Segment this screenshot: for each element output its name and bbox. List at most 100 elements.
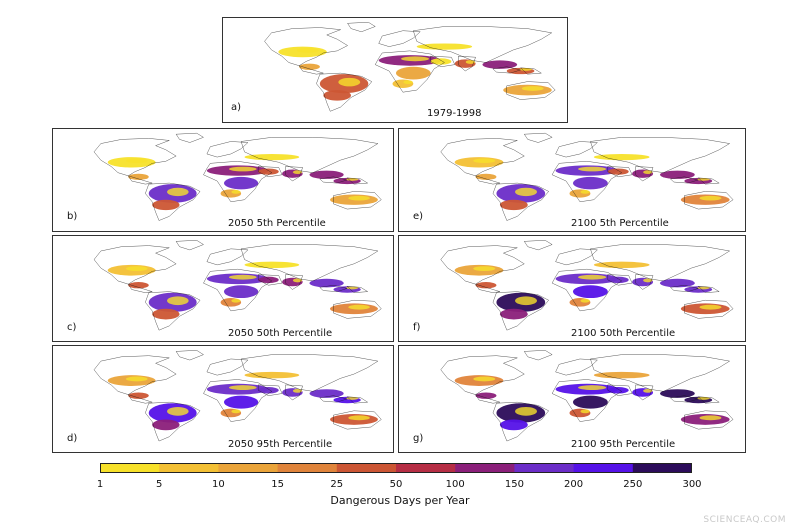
heat-region	[396, 66, 431, 80]
coastline	[521, 68, 542, 74]
coastline	[375, 51, 444, 92]
coastline	[286, 166, 303, 181]
coastline	[524, 240, 552, 250]
heat-region	[258, 168, 279, 175]
heat-region-fringe	[515, 406, 537, 416]
coastline	[299, 66, 323, 74]
heat-region-fringe	[231, 409, 241, 414]
heat-region-fringe	[578, 385, 607, 391]
coastline	[431, 56, 455, 67]
panel-title: 2100 50th Percentile	[571, 328, 676, 339]
heat-region-fringe	[580, 298, 590, 303]
coastline	[333, 300, 381, 318]
panel-title: 2100 95th Percentile	[571, 439, 676, 450]
coastline	[241, 355, 378, 392]
heat-region	[258, 387, 279, 394]
heat-region-fringe	[167, 296, 189, 306]
map-panel-d: d) 2050 95th Percentile	[52, 345, 394, 453]
coastline	[670, 396, 698, 402]
world-heat-map	[53, 129, 394, 232]
map-panel-a: a) 1979-1998	[222, 17, 568, 123]
heat-region-fringe	[643, 278, 653, 283]
colorbar	[100, 463, 692, 473]
coastline	[94, 356, 176, 395]
heat-region-fringe	[292, 170, 303, 175]
heat-region	[244, 153, 300, 161]
world-heat-map	[399, 129, 746, 232]
colorbar-tick-label: 15	[271, 479, 284, 490]
heat-region-fringe	[473, 376, 496, 382]
heat-region	[416, 43, 473, 50]
coastline	[203, 161, 271, 202]
coastline	[203, 379, 271, 421]
coastline	[145, 183, 200, 220]
coastline	[176, 350, 203, 360]
coastline	[316, 73, 371, 111]
coastline	[608, 275, 632, 286]
heat-region	[499, 199, 528, 211]
heat-region	[593, 261, 650, 269]
heat-region-fringe	[346, 286, 359, 290]
colorbar-tick-label: 250	[623, 479, 643, 490]
colorbar-tick-label: 150	[504, 479, 524, 490]
heat-region-fringe	[292, 278, 303, 283]
coastline	[379, 31, 421, 47]
heat-region-fringe	[348, 304, 370, 310]
panel-letter: c)	[67, 322, 77, 333]
coastline	[176, 133, 203, 142]
heat-region	[573, 395, 608, 409]
heat-region	[152, 308, 180, 320]
heat-region-fringe	[231, 190, 241, 194]
heat-region	[593, 153, 650, 161]
heat-region-fringe	[403, 80, 413, 85]
coastline	[670, 177, 698, 183]
coastline	[320, 177, 347, 183]
coastline	[128, 395, 152, 404]
heat-region-fringe	[338, 77, 361, 87]
heat-region	[499, 308, 528, 320]
heat-region-fringe	[515, 187, 537, 197]
coastline	[207, 249, 248, 265]
coastline	[347, 397, 368, 403]
coastline	[698, 286, 719, 292]
heat-region-fringe	[348, 195, 370, 201]
heat-region	[244, 261, 300, 269]
colorbar-tick-label: 10	[212, 479, 225, 490]
coastline	[145, 292, 200, 331]
heat-region	[607, 387, 629, 394]
heat-region-fringe	[473, 158, 496, 164]
heat-region	[128, 173, 149, 180]
colorbar-segment	[218, 463, 279, 473]
map-panel-c: c) 2050 50th Percentile	[52, 235, 394, 342]
coastline	[590, 137, 729, 172]
coastline	[441, 356, 525, 395]
coastline	[556, 249, 598, 265]
coastline	[552, 379, 622, 421]
heat-region	[309, 389, 344, 398]
coastline	[258, 385, 282, 396]
colorbar-tick-label: 1	[96, 479, 104, 490]
colorbar-segment	[277, 463, 338, 473]
heat-region-fringe	[401, 56, 430, 62]
heat-region-fringe	[126, 376, 148, 382]
world-heat-map	[399, 346, 746, 453]
coastline	[348, 22, 376, 32]
coastline	[493, 402, 549, 441]
heat-region	[430, 58, 452, 65]
heat-region-fringe	[346, 396, 359, 400]
heat-region	[224, 285, 259, 299]
coastline	[493, 292, 549, 331]
heat-region-fringe	[167, 187, 189, 197]
coastline	[590, 245, 729, 281]
coastline	[207, 359, 248, 375]
coastline	[207, 141, 248, 157]
coastline	[94, 138, 176, 175]
coastline	[684, 411, 733, 429]
heat-region	[475, 173, 497, 180]
heat-region-fringe	[697, 396, 710, 400]
coastline	[556, 141, 598, 157]
world-heat-map	[223, 18, 568, 123]
colorbar-segment	[514, 463, 575, 473]
map-panel-f: f) 2100 50th Percentile	[398, 235, 746, 342]
heat-region-fringe	[643, 388, 653, 393]
